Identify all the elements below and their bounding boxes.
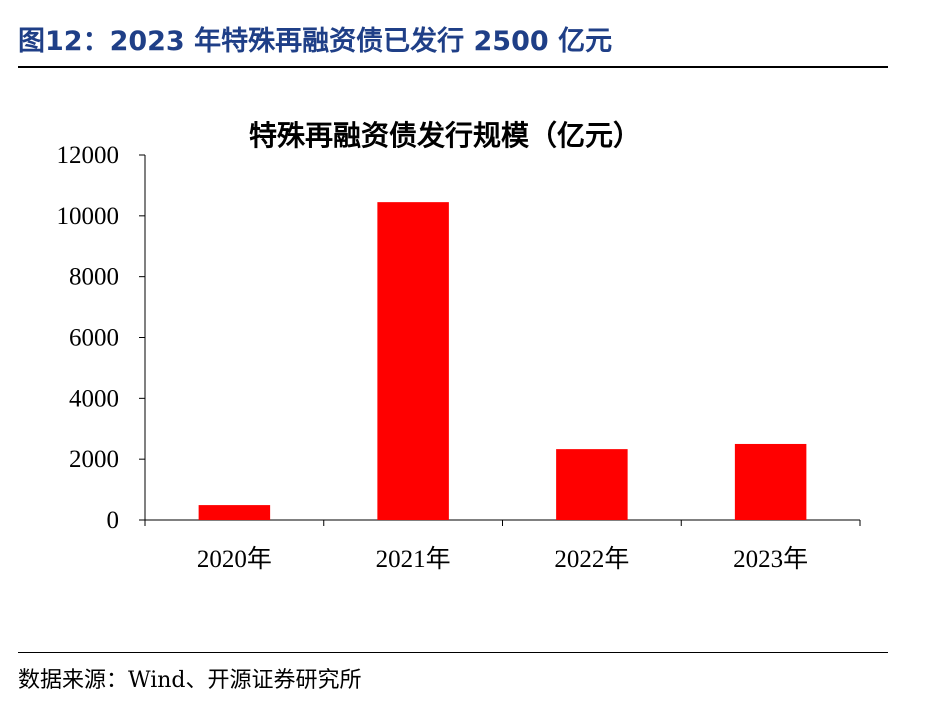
header-rule xyxy=(18,66,888,68)
y-tick-label: 6000 xyxy=(69,325,119,352)
y-tick-label: 2000 xyxy=(69,446,119,473)
x-tick-label: 2023年 xyxy=(733,545,808,573)
source-note: 数据来源：Wind、开源证券研究所 xyxy=(18,668,362,693)
chart-title: 特殊再融资债发行规模（亿元） xyxy=(249,119,641,152)
x-tick-label: 2022年 xyxy=(554,545,629,573)
y-tick-label: 4000 xyxy=(69,385,119,412)
x-tick-label: 2020年 xyxy=(197,545,272,573)
bar-2021年 xyxy=(377,202,449,521)
y-tick-label: 8000 xyxy=(69,264,119,291)
x-axis: 2020年 2021年 2022年 2023年 xyxy=(144,519,861,573)
y-tick-label: 10000 xyxy=(57,203,120,230)
y-axis: 0 2000 4000 6000 8000 10000 12000 xyxy=(57,142,146,534)
bar-2020年 xyxy=(198,505,271,520)
figure-header: 图12：2023 年特殊再融资债已发行 2500 亿元 xyxy=(18,26,613,57)
y-tick-label: 12000 xyxy=(57,142,120,169)
y-tick-label: 0 xyxy=(107,507,120,534)
bars xyxy=(198,202,807,521)
x-tick-label: 2021年 xyxy=(376,545,451,573)
footer-rule xyxy=(18,652,888,653)
bar-2022年 xyxy=(556,449,628,520)
bar-2023年 xyxy=(734,443,807,520)
